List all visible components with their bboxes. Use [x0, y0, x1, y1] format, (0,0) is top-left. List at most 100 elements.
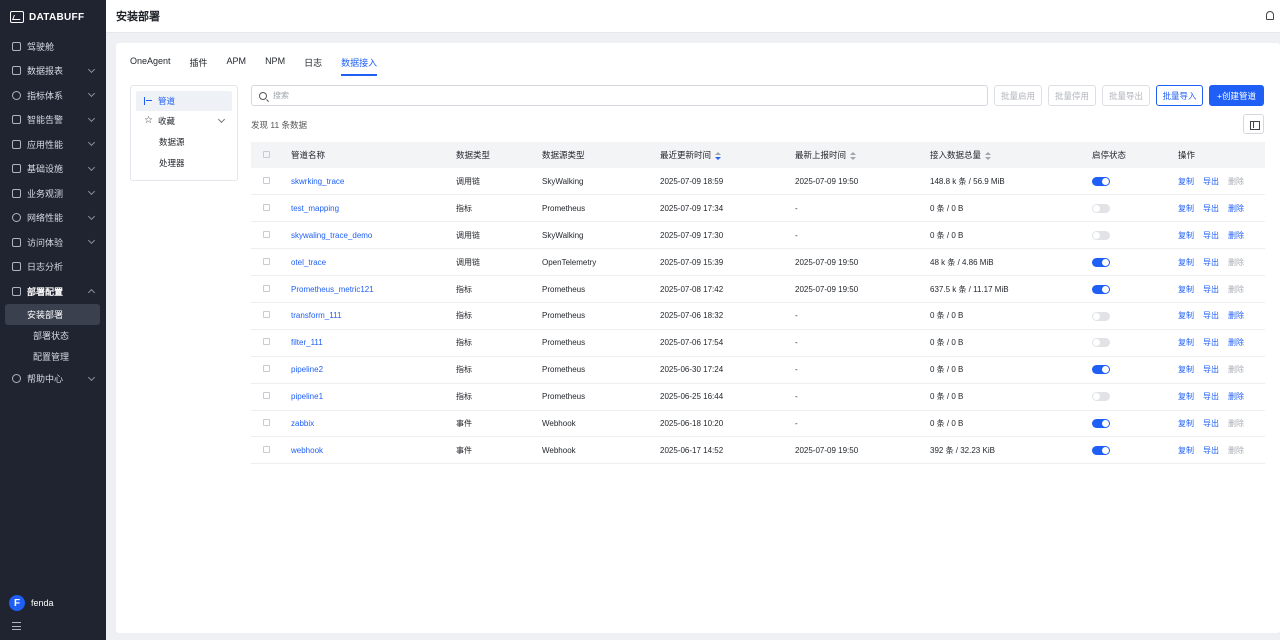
row-checkbox[interactable] — [263, 392, 270, 400]
export-button[interactable]: 导出 — [1203, 284, 1219, 294]
tab-4[interactable]: 日志 — [304, 58, 323, 68]
export-button[interactable]: 导出 — [1203, 230, 1219, 240]
status-toggle[interactable] — [1092, 365, 1110, 375]
select-all-checkbox[interactable] — [263, 151, 270, 158]
copy-button[interactable]: 复制 — [1178, 338, 1194, 348]
copy-button[interactable]: 复制 — [1178, 203, 1194, 213]
notification-icon[interactable] — [1266, 11, 1274, 20]
sidebar-subitem-1[interactable]: 部署状态 — [33, 330, 70, 341]
export-button[interactable]: 导出 — [1203, 392, 1219, 402]
sidebar-item-3[interactable]: 智能告警 — [0, 108, 106, 133]
sidebar-item-11[interactable]: 帮助中心 — [0, 367, 106, 392]
col-total[interactable]: 接入数据总量 — [930, 142, 1092, 168]
row-checkbox[interactable] — [263, 257, 270, 265]
delete-button[interactable]: 删除 — [1228, 418, 1244, 428]
row-checkbox[interactable] — [263, 230, 270, 238]
sidebar-item-4[interactable]: 应用性能 — [0, 132, 106, 157]
sidebar-item-9[interactable]: 日志分析 — [0, 255, 106, 280]
pipeline-name-link[interactable]: zabbix — [291, 418, 315, 428]
copy-button[interactable]: 复制 — [1178, 257, 1194, 267]
column-settings-icon[interactable] — [1243, 114, 1264, 134]
user-profile[interactable]: F fenda — [9, 595, 54, 611]
copy-button[interactable]: 复制 — [1178, 230, 1194, 240]
status-toggle[interactable] — [1092, 230, 1110, 240]
pipeline-name-link[interactable]: transform_111 — [291, 311, 342, 321]
pipeline-name-link[interactable]: otel_trace — [291, 257, 327, 267]
sidebar-item-7[interactable]: 网络性能 — [0, 206, 106, 231]
col-updated[interactable]: 最近更新时间 — [660, 142, 795, 168]
sidebar-item-10[interactable]: 部署配置 — [0, 279, 106, 304]
sidebar-item-2[interactable]: 指标体系 — [0, 83, 106, 108]
tab-0[interactable]: OneAgent — [130, 56, 171, 66]
copy-button[interactable]: 复制 — [1178, 176, 1194, 186]
sort-icon[interactable] — [850, 151, 857, 160]
status-toggle[interactable] — [1092, 284, 1110, 294]
status-toggle[interactable] — [1092, 311, 1110, 321]
panel-sub-datasource[interactable]: 数据源 — [159, 136, 185, 147]
collapse-sidebar-icon[interactable] — [12, 622, 21, 630]
export-button[interactable]: 导出 — [1203, 257, 1219, 267]
pipeline-name-link[interactable]: pipeline2 — [291, 365, 324, 375]
tab-3[interactable]: NPM — [265, 56, 286, 66]
copy-button[interactable]: 复制 — [1178, 311, 1194, 321]
status-toggle[interactable] — [1092, 257, 1110, 267]
sidebar-subitem-2[interactable]: 配置管理 — [33, 351, 70, 362]
batch-enable-button[interactable]: 批量启用 — [994, 85, 1042, 106]
row-checkbox[interactable] — [263, 284, 270, 292]
row-checkbox[interactable] — [263, 445, 270, 453]
col-reported[interactable]: 最新上报时间 — [795, 142, 930, 168]
delete-button[interactable]: 删除 — [1228, 284, 1244, 294]
pipeline-name-link[interactable]: skwrking_trace — [291, 176, 345, 186]
batch-import-button[interactable]: 批量导入 — [1156, 85, 1203, 106]
batch-export-button[interactable]: 批量导出 — [1102, 85, 1150, 106]
delete-button[interactable]: 删除 — [1228, 203, 1244, 213]
copy-button[interactable]: 复制 — [1178, 418, 1194, 428]
search-input[interactable] — [273, 91, 953, 100]
tab-2[interactable]: APM — [226, 56, 247, 66]
panel-item-pipeline[interactable]: 管道 — [136, 91, 232, 111]
sidebar-item-8[interactable]: 访问体验 — [0, 230, 106, 255]
status-toggle[interactable] — [1092, 204, 1110, 214]
copy-button[interactable]: 复制 — [1178, 365, 1194, 375]
delete-button[interactable]: 删除 — [1228, 230, 1244, 240]
delete-button[interactable]: 删除 — [1228, 392, 1244, 402]
create-pipeline-button[interactable]: +创建管道 — [1209, 85, 1264, 106]
batch-disable-button[interactable]: 批量停用 — [1048, 85, 1096, 106]
row-checkbox[interactable] — [263, 176, 270, 184]
panel-sub-processor[interactable]: 处理器 — [159, 157, 185, 168]
row-checkbox[interactable] — [263, 418, 270, 426]
status-toggle[interactable] — [1092, 392, 1110, 402]
pipeline-name-link[interactable]: pipeline1 — [291, 392, 324, 402]
delete-button[interactable]: 删除 — [1228, 445, 1244, 455]
sort-icon[interactable] — [985, 151, 992, 160]
brand-logo[interactable]: DATABUFF — [0, 0, 106, 34]
pipeline-name-link[interactable]: webhook — [291, 445, 324, 455]
row-checkbox[interactable] — [263, 311, 270, 319]
tab-1[interactable]: 插件 — [189, 58, 208, 68]
row-checkbox[interactable] — [263, 338, 270, 346]
status-toggle[interactable] — [1092, 176, 1110, 186]
pipeline-name-link[interactable]: Prometheus_metric121 — [291, 284, 374, 294]
sidebar-item-6[interactable]: 业务观测 — [0, 181, 106, 206]
copy-button[interactable]: 复制 — [1178, 284, 1194, 294]
status-toggle[interactable] — [1092, 338, 1110, 348]
export-button[interactable]: 导出 — [1203, 176, 1219, 186]
status-toggle[interactable] — [1092, 419, 1110, 429]
export-button[interactable]: 导出 — [1203, 418, 1219, 428]
export-button[interactable]: 导出 — [1203, 338, 1219, 348]
copy-button[interactable]: 复制 — [1178, 392, 1194, 402]
delete-button[interactable]: 删除 — [1228, 257, 1244, 267]
sidebar-subitem-0[interactable]: 安装部署 — [5, 303, 100, 325]
panel-item-favorites[interactable]: ☆ 收藏 — [136, 111, 232, 131]
row-checkbox[interactable] — [263, 203, 270, 211]
delete-button[interactable]: 删除 — [1228, 338, 1244, 348]
row-checkbox[interactable] — [263, 365, 270, 373]
sidebar-item-0[interactable]: 驾驶舱 — [0, 34, 106, 59]
sidebar-item-5[interactable]: 基础设施 — [0, 157, 106, 182]
pipeline-name-link[interactable]: filter_111 — [291, 338, 323, 348]
export-button[interactable]: 导出 — [1203, 445, 1219, 455]
pipeline-name-link[interactable]: skywaling_trace_demo — [291, 230, 373, 240]
delete-button[interactable]: 删除 — [1228, 176, 1244, 186]
delete-button[interactable]: 删除 — [1228, 311, 1244, 321]
copy-button[interactable]: 复制 — [1178, 445, 1194, 455]
